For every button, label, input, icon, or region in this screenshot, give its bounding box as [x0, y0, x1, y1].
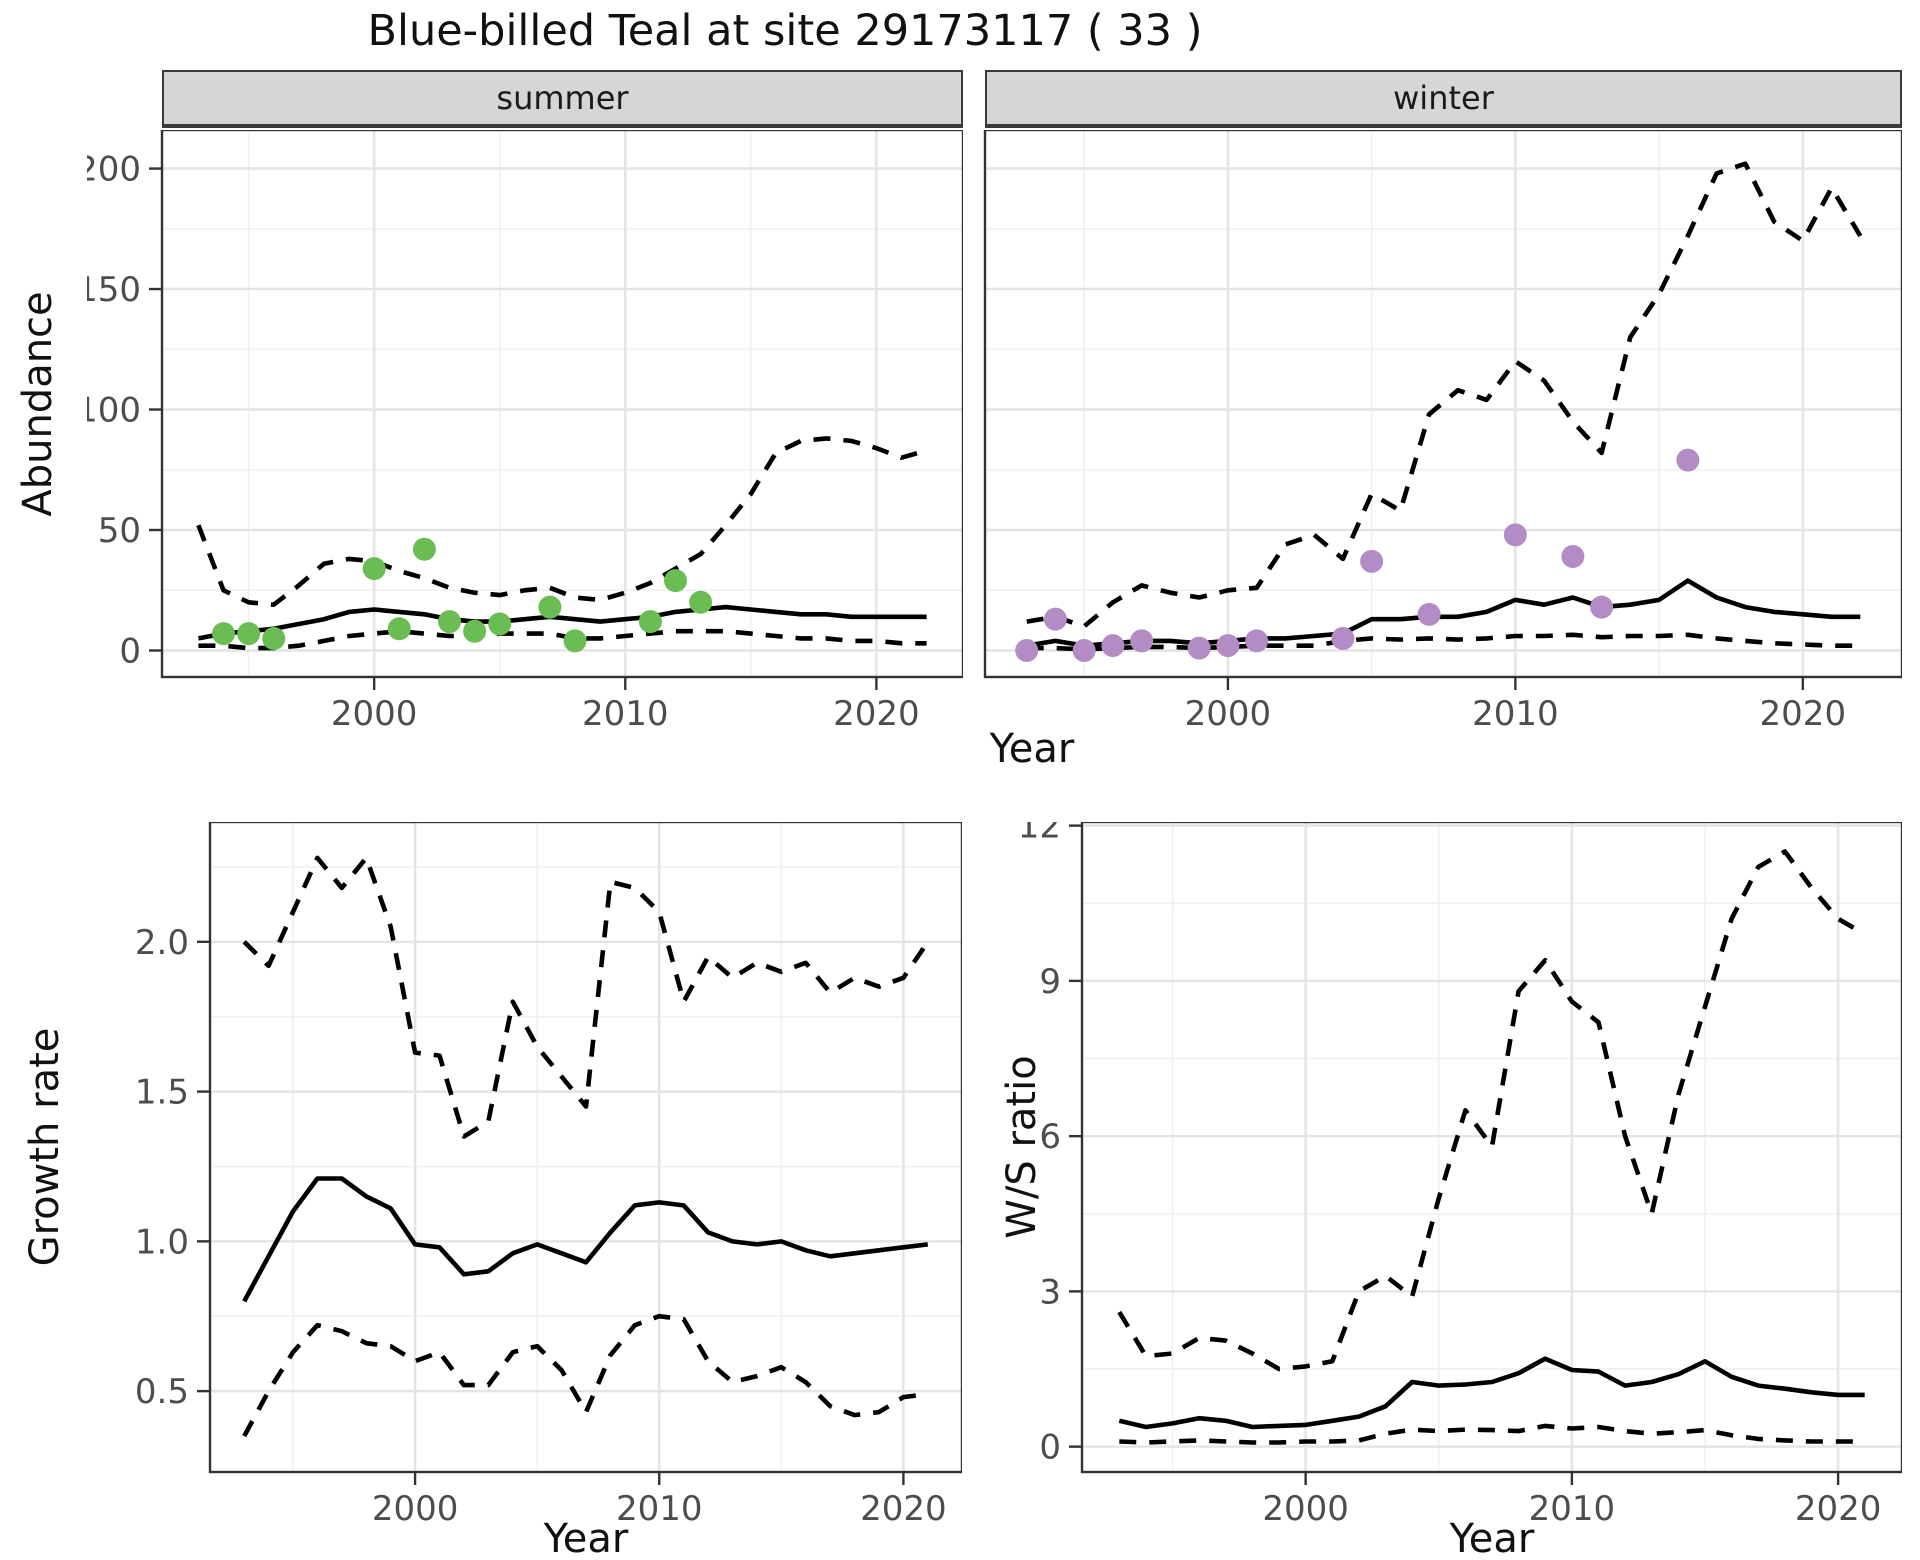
panel-border [208, 822, 962, 1474]
observed-counts-winter-point [1101, 634, 1125, 658]
panel-background [985, 130, 1902, 677]
y-axis-title-growth-rate: Growth rate [22, 1027, 68, 1267]
observed-counts-summer-point [438, 610, 462, 634]
median-line [1026, 578, 1861, 648]
observed-counts-summer-point [212, 622, 236, 646]
observed-counts-summer-point [563, 629, 587, 653]
observed-counts-winter-point [1590, 595, 1614, 619]
panel-growth-rate: 2000 2010 2020 0.5 1.0 1.5 2.0 [135, 822, 962, 1527]
x-axis-tick-label: 2000 [1185, 694, 1272, 732]
panel-abundance-summer: 2000 2010 2020 0 50 100 150 200 [87, 130, 963, 732]
observed-counts-winter-point [1043, 607, 1067, 631]
facet-strip-summer: summer [162, 70, 963, 128]
panel-background [1082, 822, 1902, 1472]
y-axis-tick-label: 12 [1018, 822, 1061, 847]
observed-counts-summer-point [262, 626, 286, 650]
lower-95-ci-line [1026, 632, 1861, 652]
y-axis-tick-label: 6 [1039, 1117, 1061, 1157]
y-axis-title-abundance: Abundance [15, 291, 61, 517]
x-axis-title-growth-year: Year [543, 1516, 629, 1560]
observed-counts-summer-point [663, 569, 687, 593]
observed-counts-winter-point [1360, 549, 1384, 573]
x-axis-title-ws-year: Year [1449, 1516, 1535, 1560]
y-axis-tick-label: 50 [98, 511, 141, 551]
observed-counts-summer-point [362, 557, 386, 581]
x-axis-tick-label: 2000 [372, 1489, 459, 1527]
y-axis-tick-label: 0.5 [135, 1372, 189, 1412]
facet-strip-summer-label: summer [496, 79, 629, 117]
observed-counts-winter-point [1130, 629, 1154, 653]
y-axis-tick-label: 100 [87, 391, 141, 431]
observed-counts-summer-point [689, 590, 713, 614]
x-axis-title-top-year: Year [989, 726, 1075, 772]
observed-counts-summer-point [638, 610, 662, 634]
median-line [242, 1176, 929, 1303]
y-axis-tick-label: 9 [1039, 962, 1061, 1002]
x-axis-tick-label: 2010 [616, 1489, 703, 1527]
observed-counts-summer-point [463, 619, 487, 643]
lower-95-ci-line [1119, 1423, 1865, 1445]
x-axis-tick-label: 2010 [1472, 694, 1559, 732]
upper-95-ci-line [1026, 161, 1863, 629]
observed-counts-winter-point [1187, 636, 1211, 660]
x-axis-tick-label: 2010 [1529, 1489, 1616, 1527]
observed-counts-summer-point [387, 617, 411, 641]
upper-95-ci-line [196, 436, 928, 607]
upper-95-ci-line [242, 855, 930, 1139]
y-axis-tick-label: 3 [1039, 1272, 1061, 1312]
panel-border [1080, 822, 1902, 1474]
panel-background [210, 822, 962, 1472]
x-axis-tick-label: 2020 [1795, 1489, 1882, 1527]
x-axis-tick-label: 2000 [331, 694, 418, 732]
observed-counts-summer-point [412, 537, 436, 561]
observed-counts-winter-point [1015, 638, 1039, 662]
median-line [1118, 1356, 1865, 1430]
observed-counts-winter-point [1676, 448, 1700, 472]
y-axis-tick-label: 1.0 [135, 1222, 189, 1262]
panel-border [983, 130, 1902, 679]
x-axis-tick-label: 2020 [860, 1489, 947, 1527]
panel-border [160, 130, 963, 679]
facet-strip-winter: winter [985, 70, 1902, 128]
observed-counts-winter-point [1072, 638, 1096, 662]
x-axis-tick-label: 2010 [582, 694, 669, 732]
observed-counts-winter-point [1331, 626, 1355, 650]
y-axis-tick-label: 0 [1039, 1428, 1061, 1468]
upper-95-ci-line [1117, 849, 1866, 1372]
x-axis-tick-label: 2000 [1262, 1489, 1349, 1527]
y-axis-tick-label: 0 [119, 631, 141, 671]
plot-title: Blue-billed Teal at site 29173117 ( 33 ) [367, 6, 1203, 56]
y-axis-tick-label: 2.0 [135, 923, 189, 963]
observed-counts-winter-point [1417, 602, 1441, 626]
observed-counts-summer-point [488, 612, 512, 636]
observed-counts-winter-point [1245, 629, 1269, 653]
x-axis-tick-label: 2020 [1760, 694, 1847, 732]
observed-counts-summer-point [237, 622, 261, 646]
y-axis-tick-label: 1.5 [135, 1073, 189, 1113]
observed-counts-winter-point [1503, 523, 1527, 547]
facet-strip-winter-label: winter [1393, 79, 1494, 117]
y-axis-tick-label: 150 [87, 270, 141, 310]
x-axis-tick-label: 2020 [833, 694, 920, 732]
y-axis-tick-label: 200 [87, 150, 141, 190]
median-line [197, 604, 927, 641]
lower-95-ci-line [198, 628, 927, 651]
panel-abundance-winter: 2000 2010 2020 [983, 130, 1902, 732]
observed-counts-winter-point [1561, 545, 1585, 569]
panel-ws-ratio: 2000 2010 2020 0 3 6 9 12 [1018, 822, 1902, 1527]
observed-counts-summer-point [538, 595, 562, 619]
observed-counts-winter-point [1216, 634, 1240, 658]
